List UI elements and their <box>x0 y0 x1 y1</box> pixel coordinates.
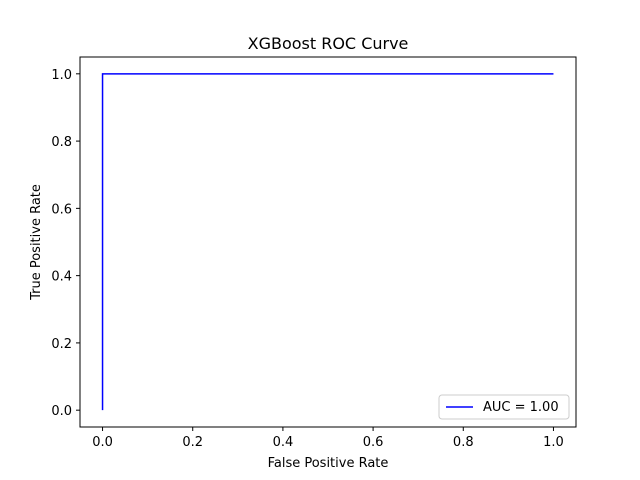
y-axis-label: True Positive Rate <box>29 184 44 301</box>
legend-box <box>438 394 570 420</box>
plot-series <box>101 73 554 411</box>
roc-curve-line <box>101 73 554 411</box>
y-tick-label: 0.2 <box>51 337 72 352</box>
x-axis-ticks: 0.0 0.2 0.4 0.6 0.8 1.0 <box>92 427 564 450</box>
x-tick-label: 0.4 <box>273 435 294 450</box>
chart-title: XGBoost ROC Curve <box>248 34 409 53</box>
x-tick-label: 1.0 <box>543 435 564 450</box>
x-tick-label: 0.8 <box>453 435 474 450</box>
x-tick-label: 0.2 <box>182 435 203 450</box>
y-tick-label: 1.0 <box>51 68 72 83</box>
legend: AUC = 1.00 <box>438 394 570 420</box>
legend-label: AUC = 1.00 <box>483 400 559 415</box>
x-tick-label: 0.0 <box>92 435 113 450</box>
x-tick-label: 0.6 <box>363 435 384 450</box>
x-axis-label: False Positive Rate <box>268 456 389 471</box>
y-axis-ticks: 0.0 0.2 0.4 0.6 0.8 1.0 <box>51 68 80 419</box>
y-tick-label: 0.0 <box>51 404 72 419</box>
y-tick-label: 0.8 <box>51 135 72 150</box>
y-tick-label: 0.4 <box>51 270 72 285</box>
plot-frame <box>79 56 577 428</box>
y-tick-label: 0.6 <box>51 202 72 217</box>
